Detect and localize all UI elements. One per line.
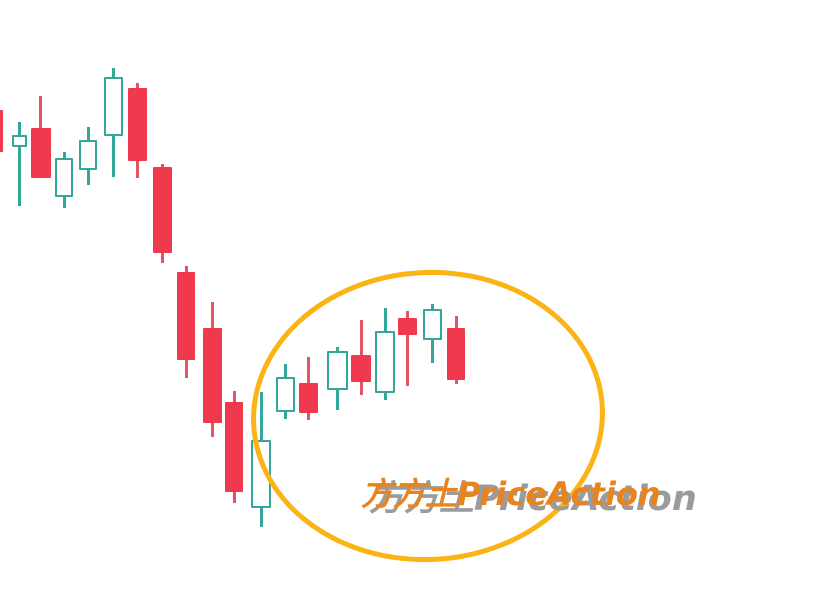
candle-body-down [31,128,51,178]
candle-body-up [12,135,27,147]
candle-body-down [351,355,371,382]
candle-body-down [299,383,318,413]
candle-body-up [79,140,97,170]
watermark-shadow-text: 方方土PriceAction [369,479,697,519]
candle-body-up [104,77,123,136]
candle-body-down [447,328,465,380]
candle-body-up [423,309,442,340]
candle-body-down [203,328,222,423]
candle-body-up [375,331,395,393]
candle-body-down [0,110,3,152]
candle-body-down [128,88,147,161]
candle-wick [18,122,21,206]
candle-body-up [251,440,271,508]
candle-body-down [225,402,243,492]
candle-body-down [398,318,417,335]
candle-body-up [327,351,348,390]
candle-body-up [276,377,295,412]
candle-body-down [153,167,172,253]
candle-wick [406,311,409,386]
candle-body-up [55,158,73,197]
watermark: 方方土PriceAction 方方土PriceAction [361,475,697,517]
watermark-front-text: 方方土PriceAction [361,475,661,513]
candle-body-down [177,272,195,360]
